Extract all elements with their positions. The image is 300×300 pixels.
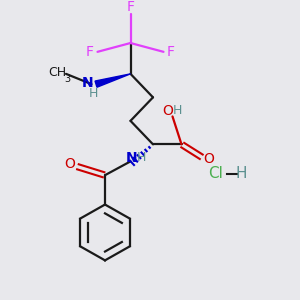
Text: Cl: Cl xyxy=(208,166,224,181)
Text: O: O xyxy=(203,152,214,166)
Text: N: N xyxy=(82,76,94,90)
Text: 3: 3 xyxy=(64,74,70,84)
Text: F: F xyxy=(127,0,134,14)
Text: H: H xyxy=(136,152,146,164)
Text: H: H xyxy=(173,104,183,117)
Text: CH: CH xyxy=(48,66,66,79)
Text: H: H xyxy=(236,166,247,181)
Text: H: H xyxy=(89,87,98,100)
Text: F: F xyxy=(167,45,175,59)
Polygon shape xyxy=(95,74,130,87)
Text: F: F xyxy=(86,45,94,59)
Text: N: N xyxy=(126,151,138,165)
Text: O: O xyxy=(64,157,75,171)
Text: O: O xyxy=(163,103,173,118)
